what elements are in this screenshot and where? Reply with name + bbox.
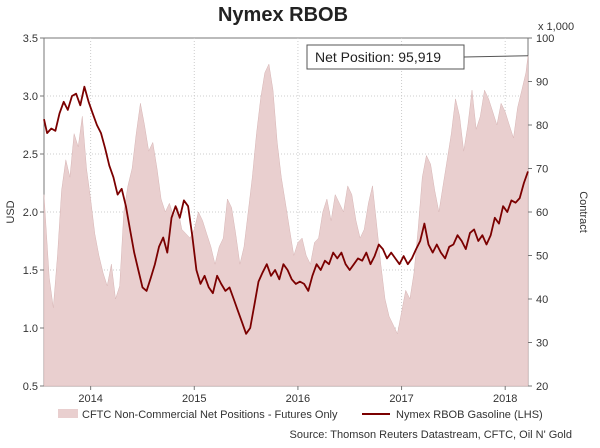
right-tick-label: 60 (536, 207, 548, 219)
net-position-callout: Net Position: 95,919 (306, 44, 529, 70)
chart-title: Nymex RBOB (217, 4, 349, 26)
right-tick-label: 40 (536, 294, 548, 306)
x-tick-label: 2017 (389, 393, 413, 405)
left-tick-label: 2.0 (23, 207, 38, 219)
right-axis-title: Contract (577, 191, 589, 233)
x-tick-label: 2018 (493, 393, 517, 405)
legend: CFTC Non-Commercial Net Positions - Futu… (58, 409, 543, 421)
left-axis-title: USD (5, 200, 17, 223)
net-positions-area-path (43, 55, 529, 387)
source-note: Source: Thomson Reuters Datastream, CFTC… (290, 429, 573, 441)
legend-label-net-positions: CFTC Non-Commercial Net Positions - Futu… (82, 409, 338, 421)
right-axis-ticks: 20 30 40 50 60 70 80 90 100 (528, 33, 554, 393)
net-positions-area (43, 55, 529, 387)
left-tick-label: 1.5 (23, 265, 38, 277)
right-tick-label: 90 (536, 77, 548, 89)
right-tick-label: 70 (536, 164, 548, 176)
x-tick-label: 2015 (182, 393, 206, 405)
x-axis-ticks: 2014 2015 2016 2017 2018 (78, 386, 517, 405)
rbob-price-line (43, 85, 529, 335)
left-tick-label: 0.5 (23, 381, 38, 393)
callout-label: Net Position: 95,919 (315, 49, 441, 65)
rbob-price-polyline (43, 85, 529, 335)
left-axis-ticks: 0.5 1.0 1.5 2.0 2.5 3.0 3.5 (23, 33, 44, 393)
legend-swatch-net-positions (58, 409, 78, 418)
right-tick-label: 20 (536, 381, 548, 393)
legend-label-rbob: Nymex RBOB Gasoline (LHS) (396, 409, 543, 421)
left-tick-label: 1.0 (23, 323, 38, 335)
left-tick-label: 2.5 (23, 149, 38, 161)
right-tick-label: 50 (536, 251, 548, 263)
right-tick-label: 30 (536, 338, 548, 350)
right-axis-multiplier: x 1,000 (538, 21, 574, 33)
callout-box (306, 44, 465, 70)
callout-leader-line (463, 55, 529, 58)
x-tick-label: 2014 (78, 393, 102, 405)
x-tick-label: 2016 (286, 393, 310, 405)
left-tick-label: 3.5 (23, 33, 38, 45)
right-tick-label: 80 (536, 120, 548, 132)
right-tick-label: 100 (536, 33, 554, 45)
left-tick-label: 3.0 (23, 91, 38, 103)
